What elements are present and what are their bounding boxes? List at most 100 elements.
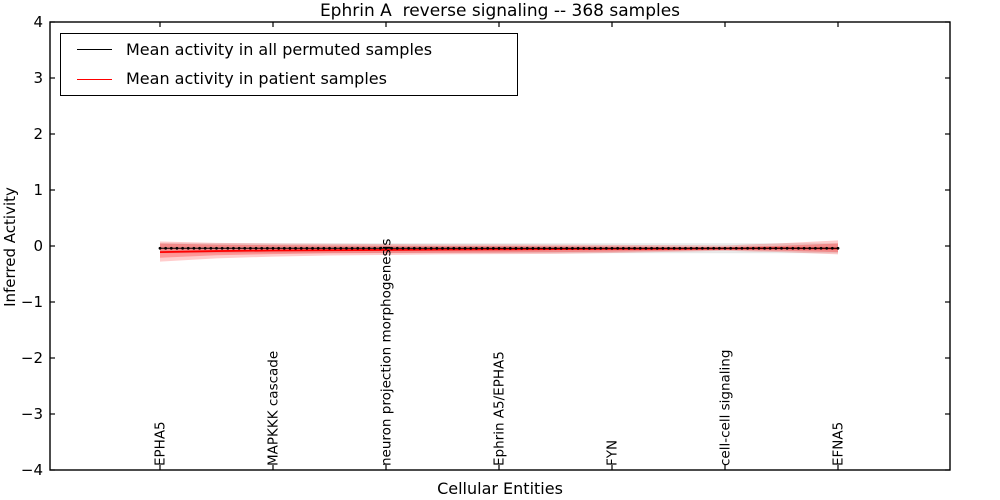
data-point-marker <box>198 246 201 250</box>
data-point-marker <box>186 246 190 250</box>
data-point-marker <box>712 246 716 250</box>
data-point-marker <box>463 246 467 250</box>
legend-item-permuted: Mean activity in all permuted samples <box>61 36 517 64</box>
y-tick-label: −4 <box>21 461 43 479</box>
data-point-marker <box>588 246 591 250</box>
data-point-marker <box>260 246 264 250</box>
y-tick-label: 3 <box>33 69 43 87</box>
data-point-marker <box>554 246 557 250</box>
y-tick-label: 2 <box>33 125 43 143</box>
data-point-marker <box>384 246 388 250</box>
data-point-marker <box>802 246 806 250</box>
data-point-marker <box>604 246 608 250</box>
data-point-marker <box>367 246 371 250</box>
legend-box: Mean activity in all permuted samples Me… <box>60 33 518 96</box>
data-point-marker <box>294 246 297 250</box>
data-point-marker <box>633 246 636 250</box>
data-point-marker <box>525 246 529 250</box>
legend-label: Mean activity in patient samples <box>126 69 387 89</box>
x-axis-label: Cellular Entities <box>437 479 563 498</box>
data-point-marker <box>593 246 597 250</box>
x-tick-label: neuron projection morphogenesis <box>379 239 395 466</box>
data-point-marker <box>407 246 410 250</box>
data-point-marker <box>164 246 168 250</box>
data-point-marker <box>582 246 586 250</box>
data-point-marker <box>672 246 676 250</box>
data-point-marker <box>390 246 394 250</box>
data-point-marker <box>418 246 422 250</box>
x-tick-label: EPHA5 <box>153 421 169 466</box>
x-tick-label: FYN <box>605 440 621 466</box>
data-point-marker <box>243 246 247 250</box>
y-tick-label: 4 <box>33 13 43 31</box>
data-point-marker <box>785 246 789 250</box>
data-point-marker <box>537 246 540 250</box>
data-point-marker <box>350 246 354 250</box>
y-tick-label: −1 <box>21 293 43 311</box>
data-point-marker <box>435 246 439 250</box>
data-point-marker <box>429 246 433 250</box>
y-tick-label: −3 <box>21 405 43 423</box>
data-point-marker <box>446 246 450 250</box>
data-point-marker <box>667 246 670 250</box>
data-point-marker <box>655 246 659 250</box>
data-point-marker <box>616 246 620 250</box>
data-point-marker <box>491 246 495 250</box>
y-axis-label: Inferred Activity <box>1 187 19 307</box>
data-point-marker <box>220 246 224 250</box>
legend-label: Mean activity in all permuted samples <box>126 39 433 59</box>
black-line-swatch <box>77 49 112 51</box>
data-point-marker <box>441 246 444 250</box>
data-point-marker <box>706 246 710 250</box>
data-point-marker <box>282 246 286 250</box>
data-point-marker <box>232 246 235 250</box>
permuted-mean-markers <box>158 246 840 250</box>
data-point-marker <box>830 246 834 250</box>
data-point-marker <box>548 246 552 250</box>
data-point-marker <box>209 246 213 250</box>
data-point-marker <box>181 246 185 250</box>
data-point-marker <box>814 246 817 250</box>
data-point-marker <box>684 246 687 250</box>
data-point-marker <box>328 246 331 250</box>
data-point-marker <box>486 246 490 250</box>
data-point-marker <box>559 246 563 250</box>
x-tick-label: Ephrin A5/EPHA5 <box>492 351 508 466</box>
data-point-marker <box>254 246 258 250</box>
data-point-marker <box>299 246 303 250</box>
data-point-marker <box>729 246 733 250</box>
data-point-marker <box>158 246 162 250</box>
data-point-marker <box>638 246 642 250</box>
data-point-marker <box>780 246 783 250</box>
data-point-marker <box>503 246 507 250</box>
data-point-marker <box>610 246 614 250</box>
x-tick-label: MAPKKK cascade <box>266 351 282 466</box>
data-point-marker <box>791 246 795 250</box>
data-point-marker <box>277 246 281 250</box>
data-point-marker <box>808 246 812 250</box>
data-point-marker <box>576 246 580 250</box>
data-point-marker <box>621 246 625 250</box>
data-point-marker <box>401 246 405 250</box>
data-point-marker <box>740 246 744 250</box>
data-point-marker <box>452 246 456 250</box>
legend-item-patient: Mean activity in patient samples <box>61 65 517 93</box>
data-point-marker <box>836 246 840 250</box>
data-point-marker <box>265 246 269 250</box>
data-point-marker <box>689 246 693 250</box>
data-point-marker <box>661 246 665 250</box>
data-point-marker <box>333 246 337 250</box>
data-point-marker <box>373 246 377 250</box>
data-point-marker <box>345 246 348 250</box>
data-point-marker <box>797 246 800 250</box>
data-point-marker <box>514 246 518 250</box>
data-point-marker <box>717 246 721 250</box>
red-line-swatch <box>77 78 112 80</box>
data-point-marker <box>497 246 501 250</box>
data-point-marker <box>192 246 196 250</box>
tick-marks <box>50 21 950 471</box>
data-point-marker <box>378 246 382 250</box>
chart-title: Ephrin A reverse signaling -- 368 sample… <box>319 1 681 21</box>
data-point-marker <box>763 246 766 250</box>
